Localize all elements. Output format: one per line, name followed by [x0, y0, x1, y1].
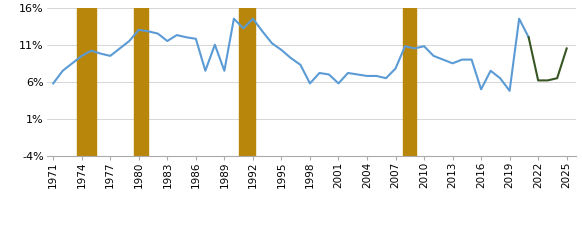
Actual	[154, 32, 161, 35]
Forecast	[525, 36, 532, 39]
Bar	[239, 8, 255, 156]
Bar	[134, 8, 148, 156]
Actual	[516, 17, 523, 20]
Actual	[49, 82, 56, 85]
Forecast	[563, 47, 570, 50]
Actual	[525, 36, 532, 39]
Line: Forecast: Forecast	[528, 37, 567, 80]
Actual	[202, 69, 209, 72]
Bar	[403, 8, 417, 156]
Line: Actual: Actual	[53, 19, 528, 91]
Bar	[77, 8, 96, 156]
Forecast	[535, 79, 542, 82]
Actual	[230, 17, 237, 20]
Forecast	[544, 79, 551, 82]
Actual	[506, 89, 513, 92]
Forecast	[553, 77, 560, 80]
Actual	[192, 37, 199, 40]
Actual	[373, 74, 380, 77]
Actual	[402, 45, 409, 48]
